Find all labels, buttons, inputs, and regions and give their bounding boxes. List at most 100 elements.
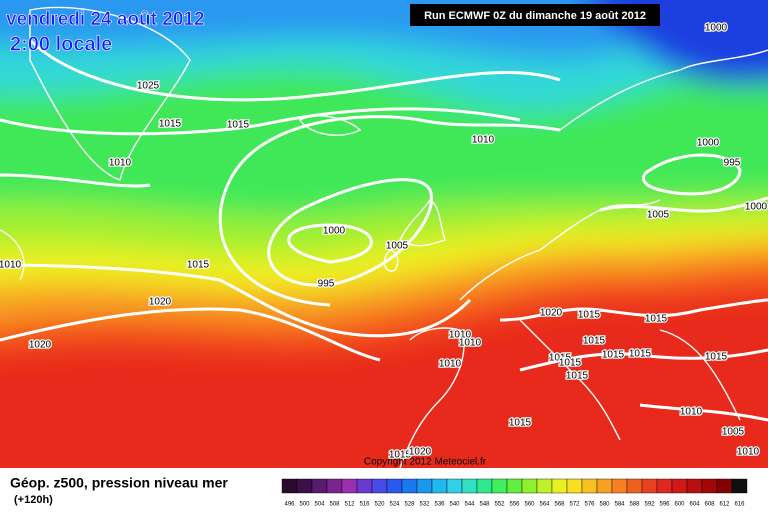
isobar-label: 1015 xyxy=(629,349,652,360)
colorbar-label: 496 xyxy=(284,502,295,508)
isobars xyxy=(0,38,768,422)
colorbar-label: 612 xyxy=(719,502,730,508)
isobar-label: 1025 xyxy=(137,81,160,92)
isobar-label: 1015 xyxy=(509,418,532,429)
coastlines xyxy=(0,6,768,468)
colorbar-swatch xyxy=(431,478,448,494)
isobar-label: 1015 xyxy=(566,371,589,382)
colorbar-swatch xyxy=(401,478,418,494)
map-field xyxy=(0,0,768,468)
colorbar-swatch xyxy=(356,478,373,494)
isobar-label: 1010 xyxy=(109,158,132,169)
time-label: 2:00 locale xyxy=(10,33,112,55)
colorbar-label: 536 xyxy=(434,502,445,508)
colorbar-swatch xyxy=(671,478,688,494)
colorbar-swatch xyxy=(386,478,403,494)
isobar-label: 1005 xyxy=(722,427,745,438)
colorbar-label: 548 xyxy=(479,502,490,508)
colorbar-label: 544 xyxy=(464,502,475,508)
colorbar-label: 556 xyxy=(509,502,520,508)
colorbar-label: 500 xyxy=(299,502,310,508)
colorbar-label: 592 xyxy=(644,502,655,508)
isobar-label: 1015 xyxy=(559,358,582,369)
isobar-label: 1010 xyxy=(680,407,703,418)
isobar-label: 1010 xyxy=(449,330,472,341)
colorbar-swatch xyxy=(491,478,508,494)
colorbar-label: 596 xyxy=(659,502,670,508)
run-box xyxy=(410,4,660,26)
colorbar-swatch xyxy=(296,478,313,494)
colorbar-swatch xyxy=(281,478,298,494)
colorbar-swatch xyxy=(716,478,733,494)
colorbar-swatch xyxy=(551,478,568,494)
colorbar-label: 560 xyxy=(524,502,535,508)
colorbar-label: 528 xyxy=(404,502,415,508)
colorbar-swatch xyxy=(686,478,703,494)
colorbar-swatch xyxy=(536,478,553,494)
isobar-label: 1015 xyxy=(187,260,210,271)
isobar-label: 1005 xyxy=(386,241,409,252)
isobar-label: 1020 xyxy=(29,340,52,351)
isobar-label: 1000 xyxy=(745,202,768,213)
colorbar-swatch xyxy=(611,478,628,494)
colorbar-label: 552 xyxy=(494,502,505,508)
isobar-label: 1010 xyxy=(0,260,22,271)
isobar-label: 1000 xyxy=(697,138,720,149)
run-label: Run ECMWF 0Z du dimanche 19 août 2012 xyxy=(424,10,646,22)
isobar-label: 1010 xyxy=(737,447,760,458)
colorbar-swatch xyxy=(596,478,613,494)
colorbar-label: 576 xyxy=(584,502,595,508)
colorbar-label: 516 xyxy=(359,502,370,508)
isobar-label: 1015 xyxy=(645,314,668,325)
isobar-label: 1010 xyxy=(472,135,495,146)
colorbar-swatch xyxy=(446,478,463,494)
colorbar-swatch xyxy=(371,478,388,494)
isobar-label: 1010 xyxy=(439,359,462,370)
isobar-label: 1015 xyxy=(583,336,606,347)
colorbar-label: 520 xyxy=(374,502,385,508)
colorbar-label: 588 xyxy=(629,502,640,508)
colorbar-label: 604 xyxy=(689,502,700,508)
colorbar-swatch xyxy=(581,478,598,494)
colorbar-label: 572 xyxy=(569,502,580,508)
colorbar-label: 600 xyxy=(674,502,685,508)
isobar-label: 1015 xyxy=(159,119,182,130)
colorbar-swatch xyxy=(326,478,343,494)
footer-title: Géop. z500, pression niveau mer xyxy=(10,475,228,491)
colorbar-swatch xyxy=(506,478,523,494)
colorbar-label: 532 xyxy=(419,502,430,508)
colorbar-swatch xyxy=(341,478,358,494)
isobar-label: 1015 xyxy=(578,310,601,321)
colorbar-swatch xyxy=(461,478,478,494)
isobar-label: 1015 xyxy=(602,350,625,361)
isobar-label: 1000 xyxy=(323,226,346,237)
colorbar-swatch xyxy=(566,478,583,494)
isobar-label: 1020 xyxy=(409,447,432,458)
colorbar-swatch xyxy=(641,478,658,494)
isobar-label: 1020 xyxy=(540,308,563,319)
colorbar-label: 540 xyxy=(449,502,460,508)
colorbar-swatch xyxy=(626,478,643,494)
isobar-label: 1015 xyxy=(549,353,572,364)
colorbar-label: 568 xyxy=(554,502,565,508)
isobar-label: 1015 xyxy=(227,120,250,131)
isobar-label: 1015 xyxy=(389,450,412,461)
colorbar-swatch xyxy=(521,478,538,494)
isobar-label: 1015 xyxy=(705,352,728,363)
colorbar-swatch xyxy=(476,478,493,494)
colorbar-swatch xyxy=(416,478,433,494)
colorbar-swatch xyxy=(656,478,673,494)
colorbar-label: 580 xyxy=(599,502,610,508)
colorbar-label: 584 xyxy=(614,502,625,508)
colorbar-swatch xyxy=(311,478,328,494)
isobar-label: 1000 xyxy=(705,23,728,34)
isobar-label: 995 xyxy=(724,158,741,169)
colorbar-swatch xyxy=(731,478,748,494)
copyright: Copyright 2012 Meteociel.fr xyxy=(364,457,487,468)
colorbar-label: 616 xyxy=(734,502,745,508)
footer-lead: (+120h) xyxy=(14,494,53,506)
colorbar-label: 564 xyxy=(539,502,550,508)
colorbar-label: 508 xyxy=(329,502,340,508)
isobar-label: 1010 xyxy=(459,338,482,349)
